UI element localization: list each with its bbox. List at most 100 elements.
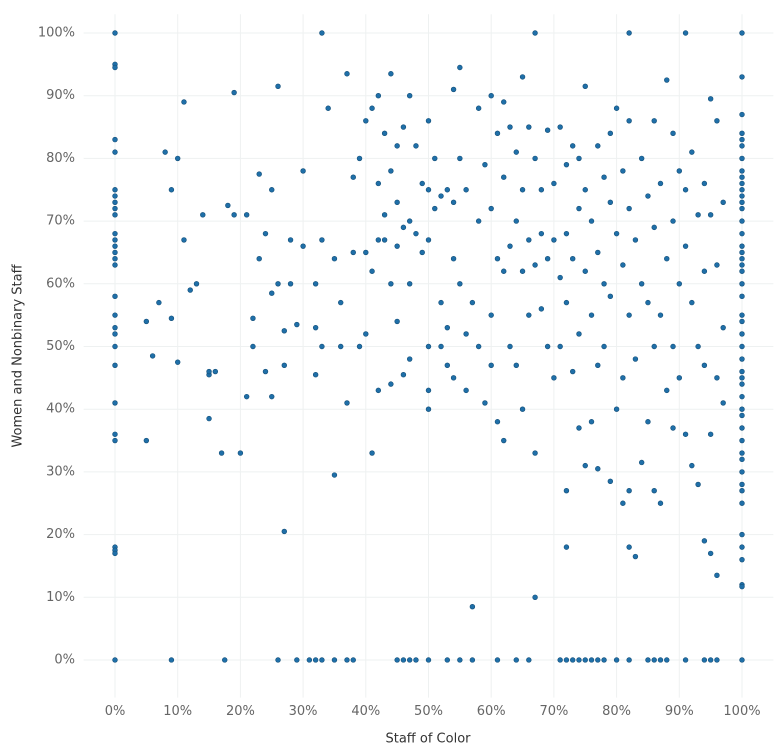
point [638, 155, 645, 162]
point [588, 657, 595, 663]
point [369, 450, 375, 456]
point [112, 362, 118, 369]
point [551, 375, 557, 381]
point [532, 450, 538, 456]
point [707, 657, 714, 663]
x-tick-label: 90% [665, 704, 694, 719]
point [526, 237, 532, 243]
point [312, 372, 319, 378]
point [551, 180, 557, 187]
point [344, 71, 350, 77]
point [651, 343, 657, 350]
point [319, 343, 325, 350]
point [657, 312, 664, 318]
point [112, 256, 118, 262]
point [657, 180, 664, 187]
point [513, 362, 519, 369]
point [193, 281, 200, 287]
point [275, 657, 281, 663]
point [701, 538, 708, 544]
point [570, 143, 576, 149]
point [682, 431, 689, 437]
point [714, 375, 720, 381]
point [319, 657, 325, 663]
point [181, 237, 187, 243]
x-tick-label: 40% [351, 704, 380, 719]
point [375, 387, 382, 394]
point [281, 362, 287, 369]
point [175, 359, 181, 365]
point [739, 243, 745, 249]
point [664, 77, 670, 83]
x-tick-label: 70% [539, 704, 568, 719]
point [406, 281, 413, 287]
point [532, 155, 538, 162]
point [739, 657, 745, 663]
point [707, 431, 714, 437]
point [707, 96, 714, 102]
point [112, 30, 118, 36]
point [344, 400, 350, 406]
point [457, 281, 463, 287]
point [112, 64, 118, 71]
point [595, 466, 601, 472]
point [739, 318, 745, 325]
point [626, 312, 632, 318]
point [463, 387, 469, 394]
point [181, 99, 187, 105]
point [689, 149, 695, 155]
point [714, 118, 720, 124]
point [394, 318, 400, 325]
point [400, 224, 407, 231]
point [538, 306, 545, 312]
point [695, 343, 701, 350]
point [563, 230, 570, 237]
point [739, 531, 745, 538]
point [475, 343, 482, 350]
point [551, 237, 557, 243]
point [532, 30, 538, 36]
point [682, 657, 689, 663]
point [739, 293, 745, 300]
point [526, 657, 532, 663]
point [670, 343, 676, 350]
point [739, 544, 745, 550]
point [168, 315, 175, 321]
point [294, 321, 300, 328]
point [413, 657, 419, 663]
point [739, 193, 745, 199]
point [269, 393, 275, 400]
point [281, 528, 287, 535]
point [425, 657, 432, 663]
point [482, 400, 488, 406]
point [582, 268, 588, 274]
point [676, 168, 682, 174]
point [488, 205, 494, 212]
point [601, 343, 607, 350]
point [513, 657, 519, 663]
point [701, 268, 708, 274]
point [463, 331, 469, 337]
point [112, 187, 118, 193]
point [532, 594, 538, 600]
point [576, 205, 582, 212]
point [620, 262, 626, 268]
point [519, 268, 526, 274]
point [112, 312, 118, 318]
point [319, 237, 325, 243]
point [112, 550, 118, 557]
point [657, 500, 664, 506]
point [739, 268, 745, 274]
point [112, 237, 118, 243]
point [538, 230, 545, 237]
point [739, 256, 745, 262]
point [112, 431, 118, 437]
point [595, 143, 601, 149]
point [381, 212, 388, 218]
point [739, 143, 745, 149]
point [544, 256, 551, 262]
point [413, 143, 419, 149]
point [231, 212, 237, 218]
point [406, 93, 413, 99]
